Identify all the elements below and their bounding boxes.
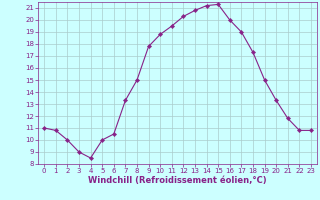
X-axis label: Windchill (Refroidissement éolien,°C): Windchill (Refroidissement éolien,°C) (88, 176, 267, 185)
